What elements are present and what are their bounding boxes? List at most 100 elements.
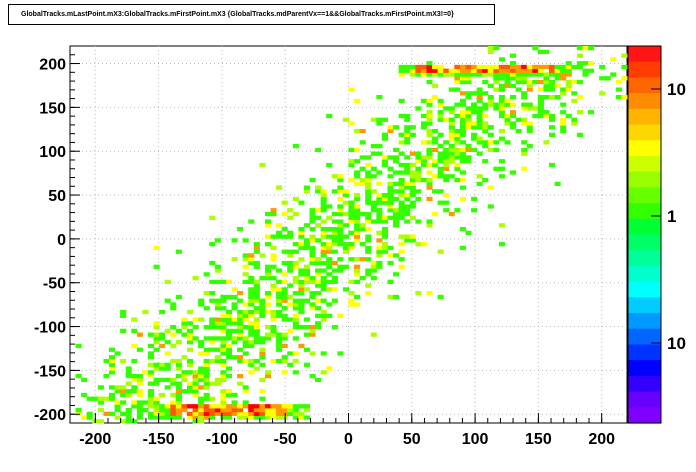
heatmap-cell: [181, 404, 188, 409]
y-tick-label: -200: [34, 407, 66, 424]
heatmap-cell: [242, 400, 249, 405]
heatmap-cell: [398, 113, 405, 119]
heatmap-cell: [537, 64, 544, 70]
palette-label: 1: [667, 207, 676, 226]
heatmap-cell: [426, 132, 433, 137]
heatmap-cell: [381, 162, 388, 168]
heatmap-cell: [292, 249, 299, 254]
x-tick-label: -150: [143, 431, 175, 448]
heatmap-cell: [482, 128, 489, 134]
heatmap-cell: [292, 404, 299, 409]
heatmap-cell: [437, 200, 444, 205]
palette-swatch: [628, 187, 661, 204]
heatmap-cell: [175, 358, 182, 364]
heatmap-cell: [426, 98, 433, 104]
heatmap-cell: [521, 72, 528, 77]
heatmap-cell: [114, 407, 121, 413]
heatmap-cell: [298, 272, 305, 277]
heatmap-cell: [448, 72, 455, 77]
heatmap-cell: [175, 415, 182, 420]
heatmap-cell: [242, 351, 249, 356]
heatmap-cell: [326, 242, 333, 247]
heatmap-cell: [281, 355, 288, 360]
heatmap-cell: [459, 125, 466, 130]
heatmap-cell: [465, 125, 472, 130]
heatmap-cell: [365, 174, 372, 179]
heatmap-cell: [287, 362, 294, 367]
heatmap-cell: [404, 185, 411, 190]
heatmap-cell: [443, 147, 450, 153]
y-tick-label: 50: [48, 188, 66, 205]
heatmap-cell: [259, 298, 266, 303]
heatmap-cell: [493, 106, 500, 111]
heatmap-cell: [186, 340, 194, 345]
heatmap-cell: [571, 91, 578, 96]
x-tick-label: 0: [344, 431, 353, 448]
grid-layer: [70, 46, 627, 423]
heatmap-cell: [220, 324, 227, 330]
heatmap-cell: [448, 132, 455, 137]
heatmap-cell: [337, 238, 344, 243]
heatmap-cell: [114, 415, 121, 420]
heatmap-cell: [287, 264, 294, 269]
heatmap-cell: [576, 64, 583, 70]
heatmap-cell: [303, 332, 311, 337]
heatmap-cell: [186, 336, 194, 341]
heatmap-cell: [108, 411, 116, 416]
heatmap-cell: [376, 151, 383, 156]
heatmap-cell: [203, 385, 210, 390]
heatmap-cell: [543, 113, 550, 119]
heatmap-cell: [560, 87, 567, 92]
heatmap-cell: [337, 208, 344, 213]
heatmap-cell: [298, 302, 305, 307]
heatmap-cell: [320, 351, 327, 356]
heatmap-cell: [153, 321, 160, 326]
heatmap-cell: [331, 211, 338, 217]
heatmap-cell: [443, 162, 450, 168]
heatmap-cell: [259, 336, 266, 341]
palette-swatch: [628, 344, 661, 361]
heatmap-cell: [153, 407, 160, 413]
heatmap-cell: [588, 46, 595, 51]
heatmap-cell: [281, 298, 288, 303]
heatmap-cell: [315, 298, 322, 303]
heatmap-cell: [471, 106, 478, 111]
heatmap-cell: [459, 68, 466, 73]
heatmap-cell: [404, 193, 411, 198]
heatmap-cell: [242, 415, 249, 420]
heatmap-cell: [147, 343, 155, 349]
heatmap-cell: [510, 76, 517, 81]
heatmap-cell: [398, 162, 405, 168]
heatmap-cell: [337, 264, 344, 269]
heatmap-cell: [432, 140, 439, 145]
heatmap-cell: [448, 174, 455, 179]
heatmap-cell: [175, 366, 182, 371]
heatmap-cell: [426, 128, 433, 134]
heatmap-cell: [326, 162, 333, 168]
heatmap-cell: [432, 83, 439, 88]
heatmap-cell: [292, 144, 299, 149]
heatmap-cell: [203, 351, 210, 356]
heatmap-cell: [142, 309, 149, 315]
heatmap-cell: [86, 411, 93, 416]
heatmap-cell: [292, 298, 299, 303]
heatmap-cell: [348, 219, 355, 224]
heatmap-cell: [465, 117, 472, 122]
heatmap-cell: [521, 91, 528, 96]
heatmap-cell: [426, 102, 433, 107]
heatmap-cell: [521, 121, 528, 126]
heatmap-cell: [549, 83, 556, 88]
palette-swatch: [628, 140, 661, 157]
heatmap-cell: [170, 392, 177, 398]
heatmap-cell: [365, 181, 372, 186]
heatmap-cell: [376, 211, 383, 217]
heatmap-cell: [259, 411, 266, 416]
heatmap-cell: [404, 132, 411, 137]
palette-swatch: [628, 108, 661, 126]
heatmap-cell: [437, 159, 444, 164]
heatmap-cell: [398, 181, 405, 186]
heatmap-cell: [153, 332, 160, 337]
heatmap-cell: [147, 404, 155, 409]
heatmap-cell: [131, 317, 138, 322]
heatmap-cell: [248, 287, 255, 292]
